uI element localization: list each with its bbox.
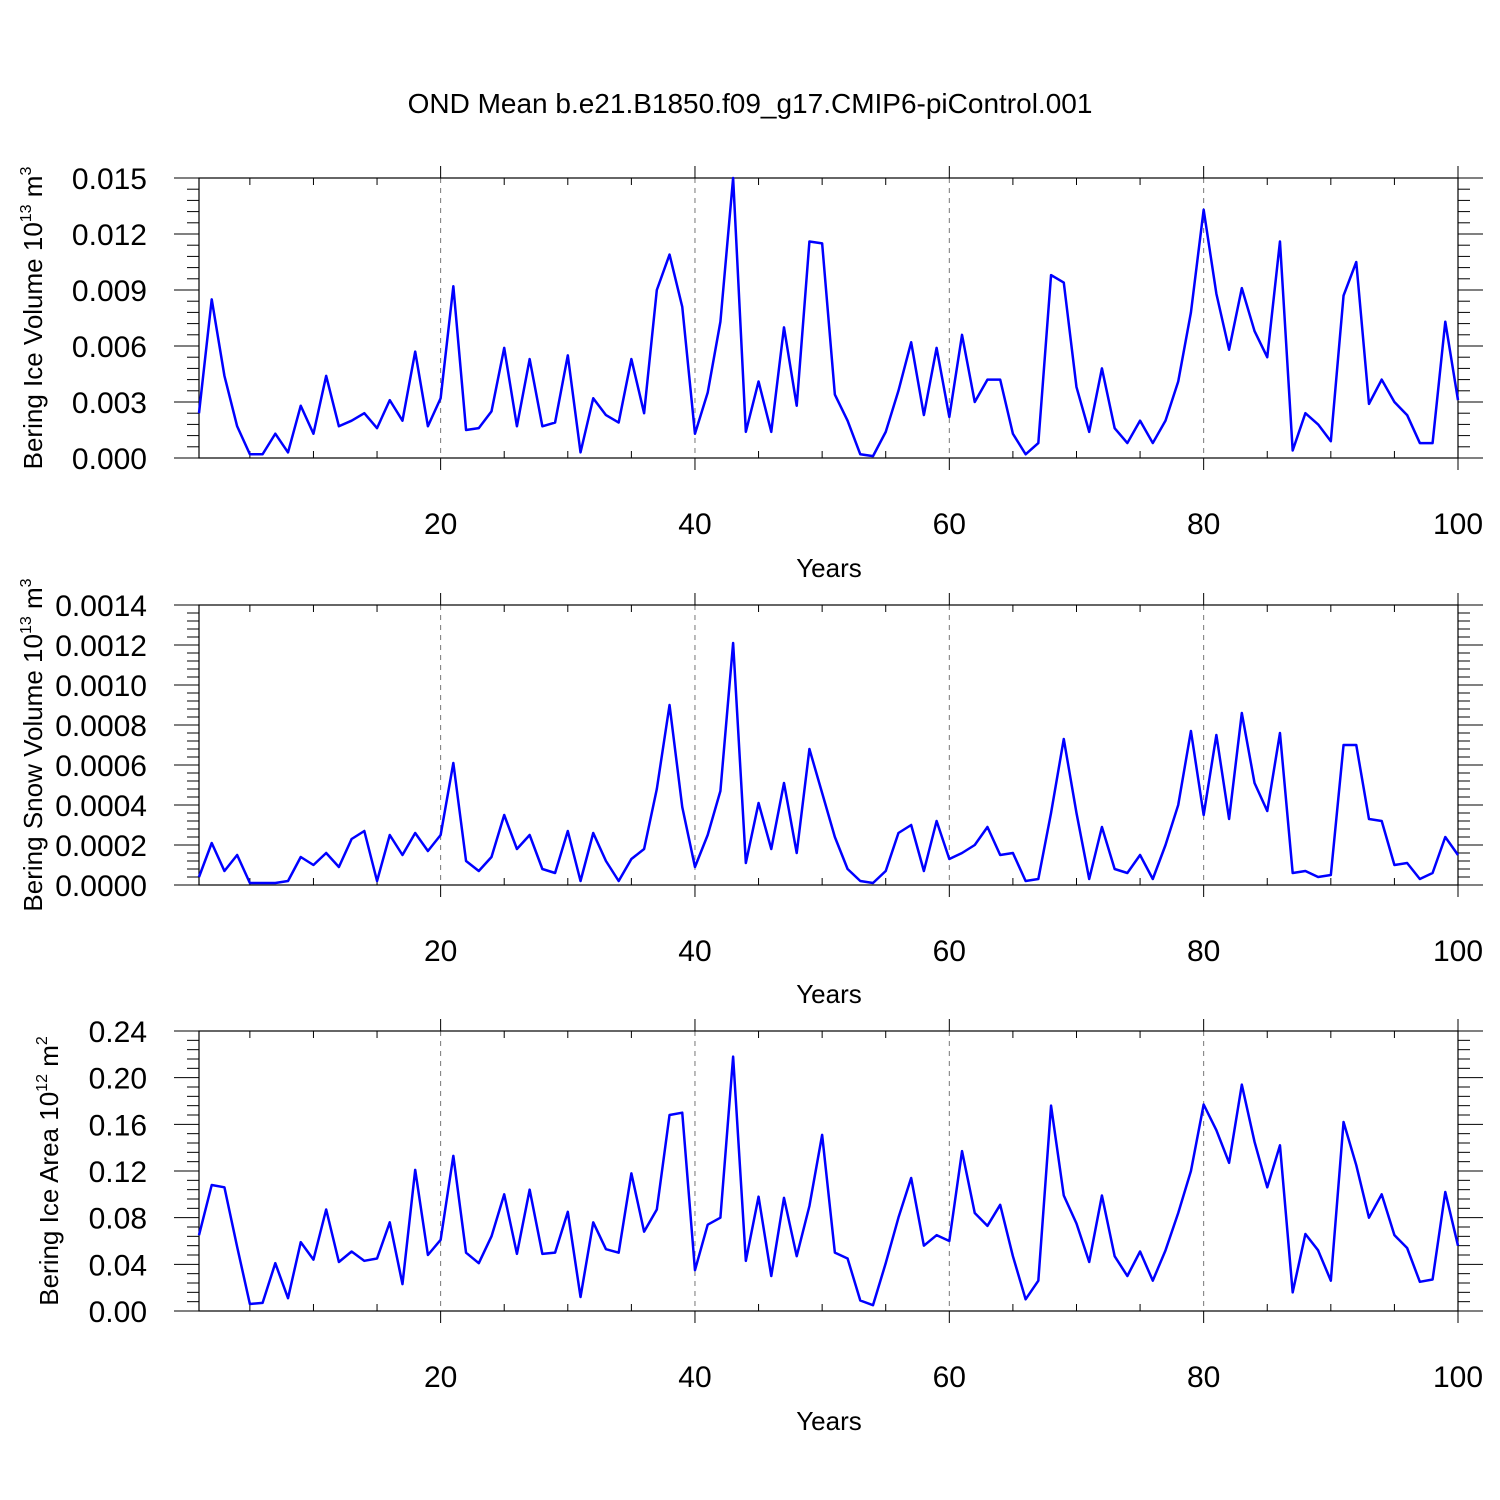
ice-area-y-tick-label: 0.16 bbox=[89, 1109, 147, 1142]
ice-volume-y-tick-label: 0.012 bbox=[72, 219, 147, 252]
snow-volume-y-tick-label: 0.0014 bbox=[55, 590, 147, 623]
ice-volume-ylabel: Bering Ice Volume 1013 m3 bbox=[18, 167, 48, 470]
snow-volume-y-tick-label: 0.0012 bbox=[55, 630, 147, 663]
ice-volume-panel: Bering Ice Volume 1013 m3 Years 0.000 0.0… bbox=[18, 163, 1483, 583]
ice-area-x-tick-label: 100 bbox=[1433, 1361, 1483, 1394]
ice-area-x-tick-label: 80 bbox=[1187, 1361, 1220, 1394]
snow-volume-y-tick-label: 0.0002 bbox=[55, 830, 147, 863]
snow-volume-y-tick-label: 0.0010 bbox=[55, 670, 147, 703]
ice-area-panel: Bering Ice Area 1012 m2 Years 0.00 0.04 0.… bbox=[34, 1016, 1483, 1436]
ice-volume-plot-frame bbox=[198, 177, 1459, 459]
snow-volume-x-tick-label: 100 bbox=[1433, 935, 1483, 968]
ice-volume-x-tick-label: 100 bbox=[1433, 508, 1483, 541]
ice-area-x-tick-label: 40 bbox=[678, 1361, 711, 1394]
ice-area-x-tick-label: 20 bbox=[424, 1361, 457, 1394]
snow-volume-xlabel: Years bbox=[796, 979, 862, 1009]
snow-volume-ylabel: Bering Snow Volume 1013 m3 bbox=[18, 578, 48, 911]
ice-volume-x-tick-label: 80 bbox=[1187, 508, 1220, 541]
ice-volume-y-tick-label: 0.003 bbox=[72, 387, 147, 420]
snow-volume-x-tick-label: 20 bbox=[424, 935, 457, 968]
ice-area-y-tick-label: 0.24 bbox=[89, 1016, 147, 1049]
snow-volume-x-tick-label: 80 bbox=[1187, 935, 1220, 968]
ice-area-plot-frame bbox=[198, 1030, 1459, 1312]
ice-area-x-tick-label: 60 bbox=[933, 1361, 966, 1394]
ice-volume-xlabel: Years bbox=[796, 553, 862, 583]
snow-volume-plot-frame bbox=[198, 604, 1459, 886]
snow-volume-x-tick-label: 60 bbox=[933, 935, 966, 968]
snow-volume-y-tick-label: 0.0008 bbox=[55, 710, 147, 743]
ice-area-xlabel: Years bbox=[796, 1406, 862, 1436]
ice-volume-y-tick-label: 0.009 bbox=[72, 275, 147, 308]
ice-volume-series-line bbox=[197, 176, 1460, 458]
ice-area-ylabel: Bering Ice Area 1012 m2 bbox=[34, 1036, 64, 1306]
snow-volume-panel: Bering Snow Volume 1013 m3 Years 0.0000 0… bbox=[18, 578, 1483, 1009]
figure-title: OND Mean b.e21.B1850.f09_g17.CMIP6-piCon… bbox=[408, 88, 1093, 119]
snow-volume-y-tick-label: 0.0004 bbox=[55, 790, 147, 823]
ice-volume-y-tick-label: 0.000 bbox=[72, 443, 147, 476]
ice-volume-x-tick-label: 40 bbox=[678, 508, 711, 541]
snow-volume-y-tick-label: 0.0000 bbox=[55, 870, 147, 903]
ice-volume-x-tick-label: 60 bbox=[933, 508, 966, 541]
ice-volume-x-tick-label: 20 bbox=[424, 508, 457, 541]
ice-area-series-line bbox=[197, 1055, 1460, 1307]
ice-area-y-tick-label: 0.20 bbox=[89, 1063, 147, 1096]
ice-area-y-tick-label: 0.12 bbox=[89, 1156, 147, 1189]
snow-volume-y-tick-label: 0.0006 bbox=[55, 750, 147, 783]
ice-area-y-tick-label: 0.08 bbox=[89, 1203, 147, 1236]
snow-volume-x-tick-label: 40 bbox=[678, 935, 711, 968]
snow-volume-series-line bbox=[197, 641, 1460, 885]
ice-area-y-tick-label: 0.04 bbox=[89, 1249, 147, 1282]
ice-volume-y-tick-label: 0.006 bbox=[72, 331, 147, 364]
ice-area-y-tick-label: 0.00 bbox=[89, 1296, 147, 1329]
ice-volume-y-tick-label: 0.015 bbox=[72, 163, 147, 196]
